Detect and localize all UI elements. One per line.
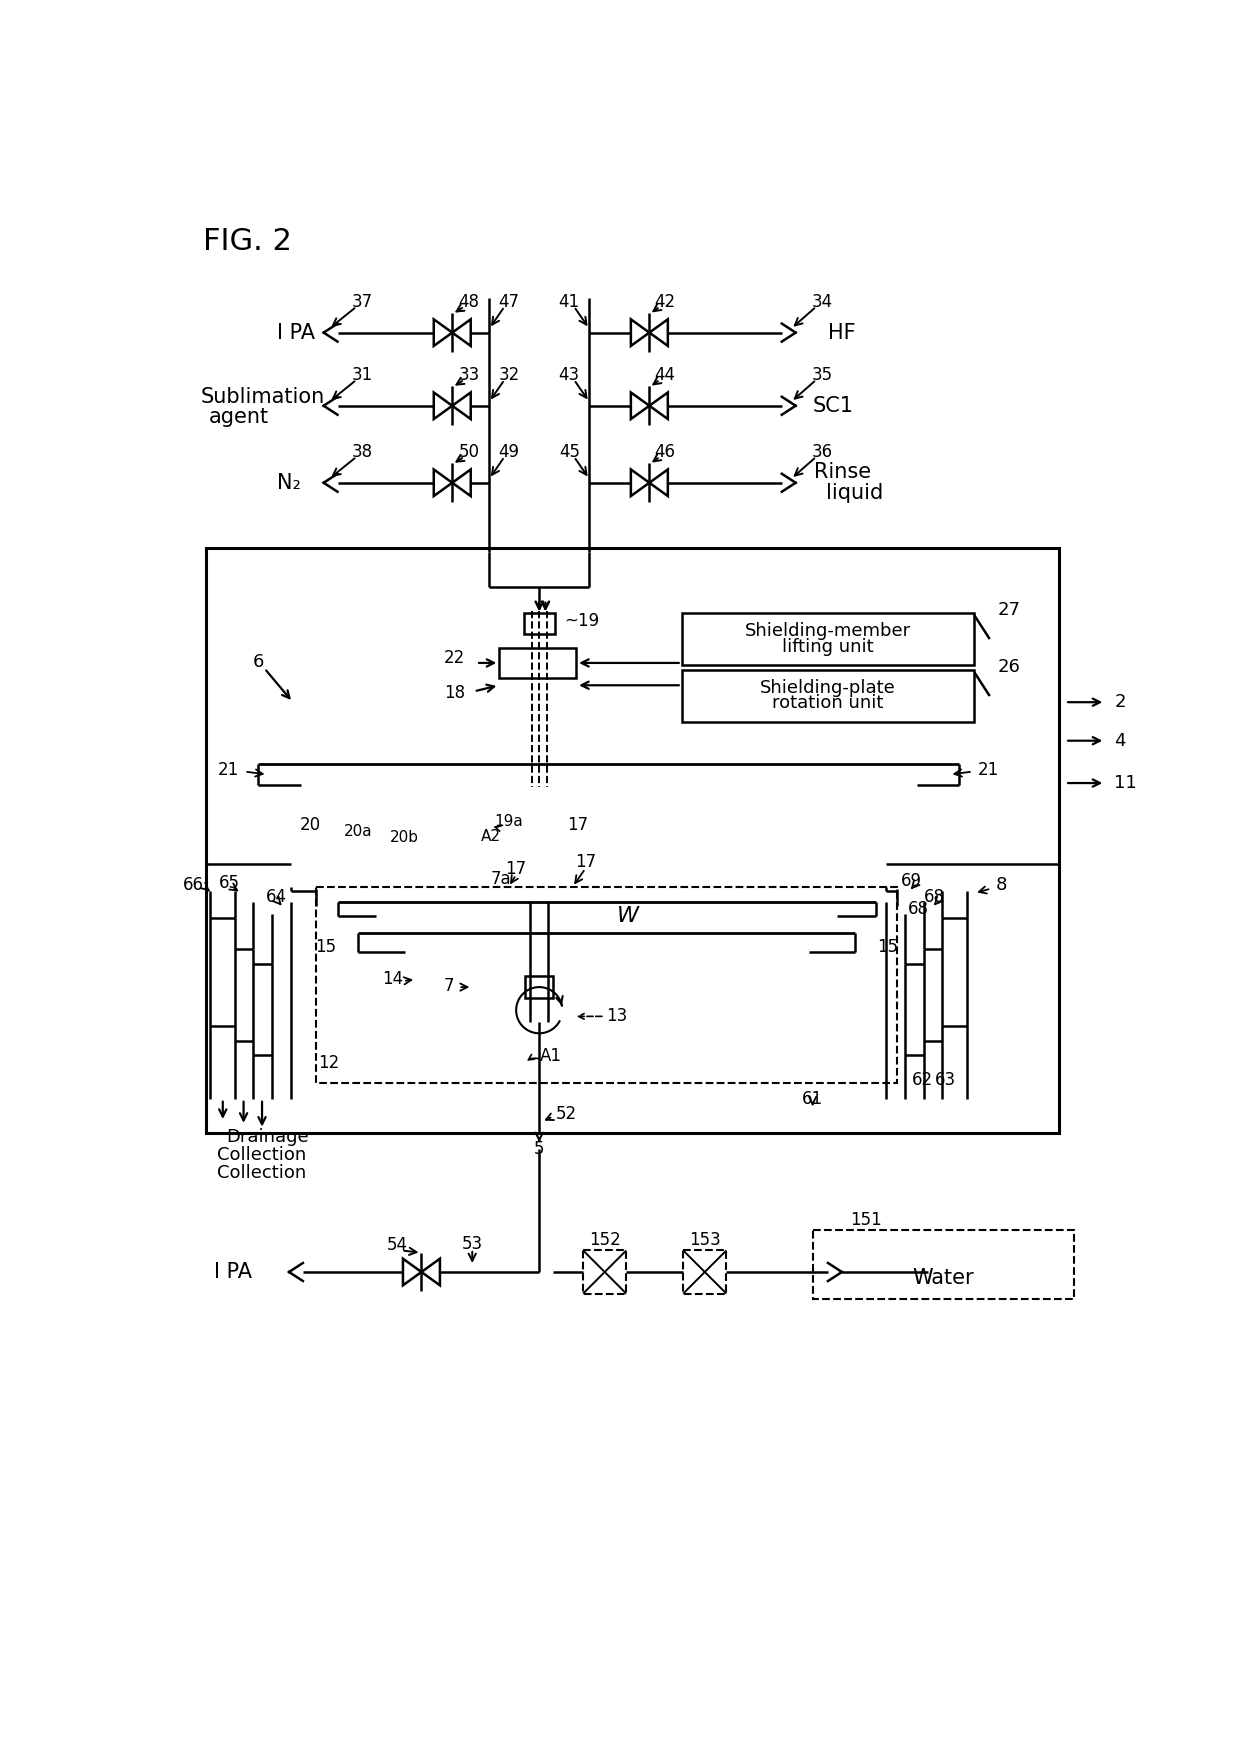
Text: 19a: 19a <box>494 815 523 829</box>
Text: lifting unit: lifting unit <box>782 637 874 656</box>
Bar <box>523 612 554 635</box>
Text: 14: 14 <box>382 970 403 988</box>
Text: 61: 61 <box>802 1089 823 1108</box>
Text: 44: 44 <box>655 366 676 384</box>
Text: 151: 151 <box>851 1211 883 1228</box>
Text: HF: HF <box>828 323 856 342</box>
Text: 34: 34 <box>811 293 832 311</box>
Text: 13: 13 <box>605 1007 627 1026</box>
Text: 35: 35 <box>811 366 832 384</box>
Text: 26: 26 <box>997 658 1021 675</box>
Text: 47: 47 <box>498 293 520 311</box>
Text: 18: 18 <box>444 684 465 701</box>
Text: 68: 68 <box>924 888 945 906</box>
Text: liquid: liquid <box>826 483 884 503</box>
Text: 33: 33 <box>459 366 480 384</box>
Text: 15: 15 <box>878 939 899 956</box>
Text: I PA: I PA <box>213 1262 252 1283</box>
Text: Shielding-plate: Shielding-plate <box>760 679 895 696</box>
Text: 6: 6 <box>253 653 264 672</box>
Text: 54: 54 <box>387 1235 407 1255</box>
Text: 53: 53 <box>461 1234 482 1253</box>
Bar <box>682 612 975 665</box>
Text: W: W <box>616 906 639 927</box>
Bar <box>682 670 975 722</box>
Text: 41: 41 <box>559 293 580 311</box>
Text: 45: 45 <box>559 443 580 461</box>
Bar <box>812 1230 1074 1298</box>
Text: 8: 8 <box>996 876 1007 895</box>
Text: 12: 12 <box>319 1054 340 1071</box>
Bar <box>583 1251 626 1293</box>
Text: Collection: Collection <box>217 1164 306 1183</box>
Text: Rinse: Rinse <box>815 462 872 482</box>
Text: 17: 17 <box>567 817 588 834</box>
Text: I PA: I PA <box>278 323 315 342</box>
Text: 7: 7 <box>444 977 454 995</box>
Text: 64: 64 <box>265 888 286 906</box>
Text: FIG. 2: FIG. 2 <box>203 227 291 257</box>
Text: 62: 62 <box>911 1070 932 1089</box>
Text: A2: A2 <box>481 829 501 845</box>
Text: 20b: 20b <box>391 831 419 845</box>
Text: Drainage: Drainage <box>226 1129 309 1146</box>
Text: 31: 31 <box>351 366 373 384</box>
Text: 17: 17 <box>575 853 596 871</box>
Text: Water: Water <box>913 1269 975 1288</box>
Text: rotation unit: rotation unit <box>773 695 884 712</box>
Text: ~19: ~19 <box>564 612 599 630</box>
Text: 4: 4 <box>1115 731 1126 750</box>
Text: 69: 69 <box>900 872 921 890</box>
Text: A1: A1 <box>539 1047 562 1066</box>
Text: 17: 17 <box>506 860 527 878</box>
Text: 2: 2 <box>1115 693 1126 712</box>
Text: 37: 37 <box>352 293 373 311</box>
Bar <box>683 1251 727 1293</box>
Text: 5: 5 <box>534 1139 544 1157</box>
Bar <box>206 548 1059 1134</box>
Text: 7a: 7a <box>491 871 511 888</box>
Text: 43: 43 <box>559 366 580 384</box>
Text: 68: 68 <box>909 900 929 918</box>
Text: 49: 49 <box>498 443 520 461</box>
Text: 48: 48 <box>459 293 480 311</box>
Text: 36: 36 <box>811 443 832 461</box>
Text: SC1: SC1 <box>812 396 853 415</box>
Text: 21: 21 <box>218 761 239 778</box>
Text: 20: 20 <box>300 817 321 834</box>
Text: 46: 46 <box>655 443 676 461</box>
Text: 21: 21 <box>978 761 999 778</box>
Bar <box>316 886 898 1084</box>
Bar <box>526 975 553 998</box>
Text: 65: 65 <box>219 874 241 892</box>
Text: 153: 153 <box>689 1230 720 1249</box>
Text: Shielding-member: Shielding-member <box>745 621 911 640</box>
Text: 38: 38 <box>352 443 373 461</box>
Text: 52: 52 <box>557 1105 578 1124</box>
Bar <box>500 649 577 677</box>
Text: 50: 50 <box>459 443 480 461</box>
Text: 66: 66 <box>184 876 205 895</box>
Text: Sublimation: Sublimation <box>201 386 325 407</box>
Text: 15: 15 <box>315 939 336 956</box>
Text: 152: 152 <box>589 1230 620 1249</box>
Text: 42: 42 <box>655 293 676 311</box>
Text: 27: 27 <box>997 600 1021 619</box>
Text: agent: agent <box>208 407 269 426</box>
Text: 63: 63 <box>935 1070 956 1089</box>
Text: 11: 11 <box>1115 775 1137 792</box>
Text: N₂: N₂ <box>278 473 301 492</box>
Text: 20a: 20a <box>343 824 372 839</box>
Text: 22: 22 <box>444 649 465 667</box>
Text: Collection: Collection <box>217 1146 306 1164</box>
Text: 32: 32 <box>498 366 520 384</box>
